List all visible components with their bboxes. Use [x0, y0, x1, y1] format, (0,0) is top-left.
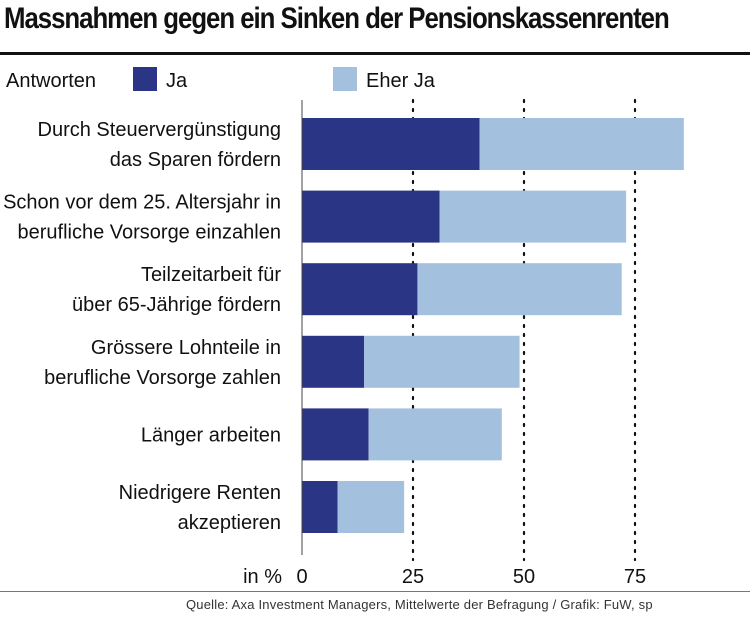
category-label-2-0: Teilzeitarbeit für — [141, 264, 281, 286]
bar-eher-ja-5 — [337, 481, 405, 533]
bar-ja-5 — [302, 481, 338, 533]
bar-eher-ja-1 — [439, 190, 627, 243]
bar-ja-0 — [302, 118, 480, 170]
category-label-3-1: berufliche Vorsorge zahlen — [44, 367, 281, 389]
source-note: Quelle: Axa Investment Managers, Mittelw… — [186, 597, 653, 612]
category-label-3-0: Grössere Lohnteile in — [91, 337, 281, 359]
legend-swatch-eher-ja — [333, 67, 357, 91]
bar-eher-ja-4 — [368, 408, 502, 461]
x-tick-label-25: 25 — [402, 566, 424, 588]
bar-eher-ja-0 — [479, 118, 684, 170]
category-label-0-1: das Sparen fördern — [110, 149, 281, 171]
x-axis-label: in % — [243, 566, 282, 588]
category-label-4-0: Länger arbeiten — [141, 424, 281, 446]
x-tick-label-50: 50 — [513, 566, 535, 588]
category-label-5-1: akzeptieren — [178, 512, 281, 534]
legend-title: Antworten — [6, 70, 96, 92]
bar-ja-4 — [302, 408, 369, 461]
footer-rule — [0, 591, 750, 592]
legend-label-ja: Ja — [166, 70, 188, 92]
bar-eher-ja-3 — [364, 335, 520, 388]
bar-ja-2 — [302, 263, 418, 316]
bar-eher-ja-2 — [417, 263, 622, 316]
title-rule — [0, 52, 750, 55]
category-label-1-1: berufliche Vorsorge einzahlen — [17, 222, 281, 244]
category-label-5-0: Niedrigere Renten — [119, 482, 281, 504]
category-label-0-0: Durch Steuervergünstigung — [38, 119, 281, 141]
chart-title: Massnahmen gegen ein Sinken der Pensions… — [4, 2, 670, 35]
bar-ja-1 — [302, 190, 440, 243]
category-label-1-0: Schon vor dem 25. Altersjahr in — [3, 192, 281, 214]
legend-label-eher-ja: Eher Ja — [366, 70, 436, 92]
bar-ja-3 — [302, 335, 365, 388]
category-label-2-1: über 65-Jährige fördern — [72, 294, 281, 316]
legend-swatch-ja — [133, 67, 157, 91]
x-tick-label-75: 75 — [624, 566, 646, 588]
x-tick-label-0: 0 — [296, 566, 307, 588]
